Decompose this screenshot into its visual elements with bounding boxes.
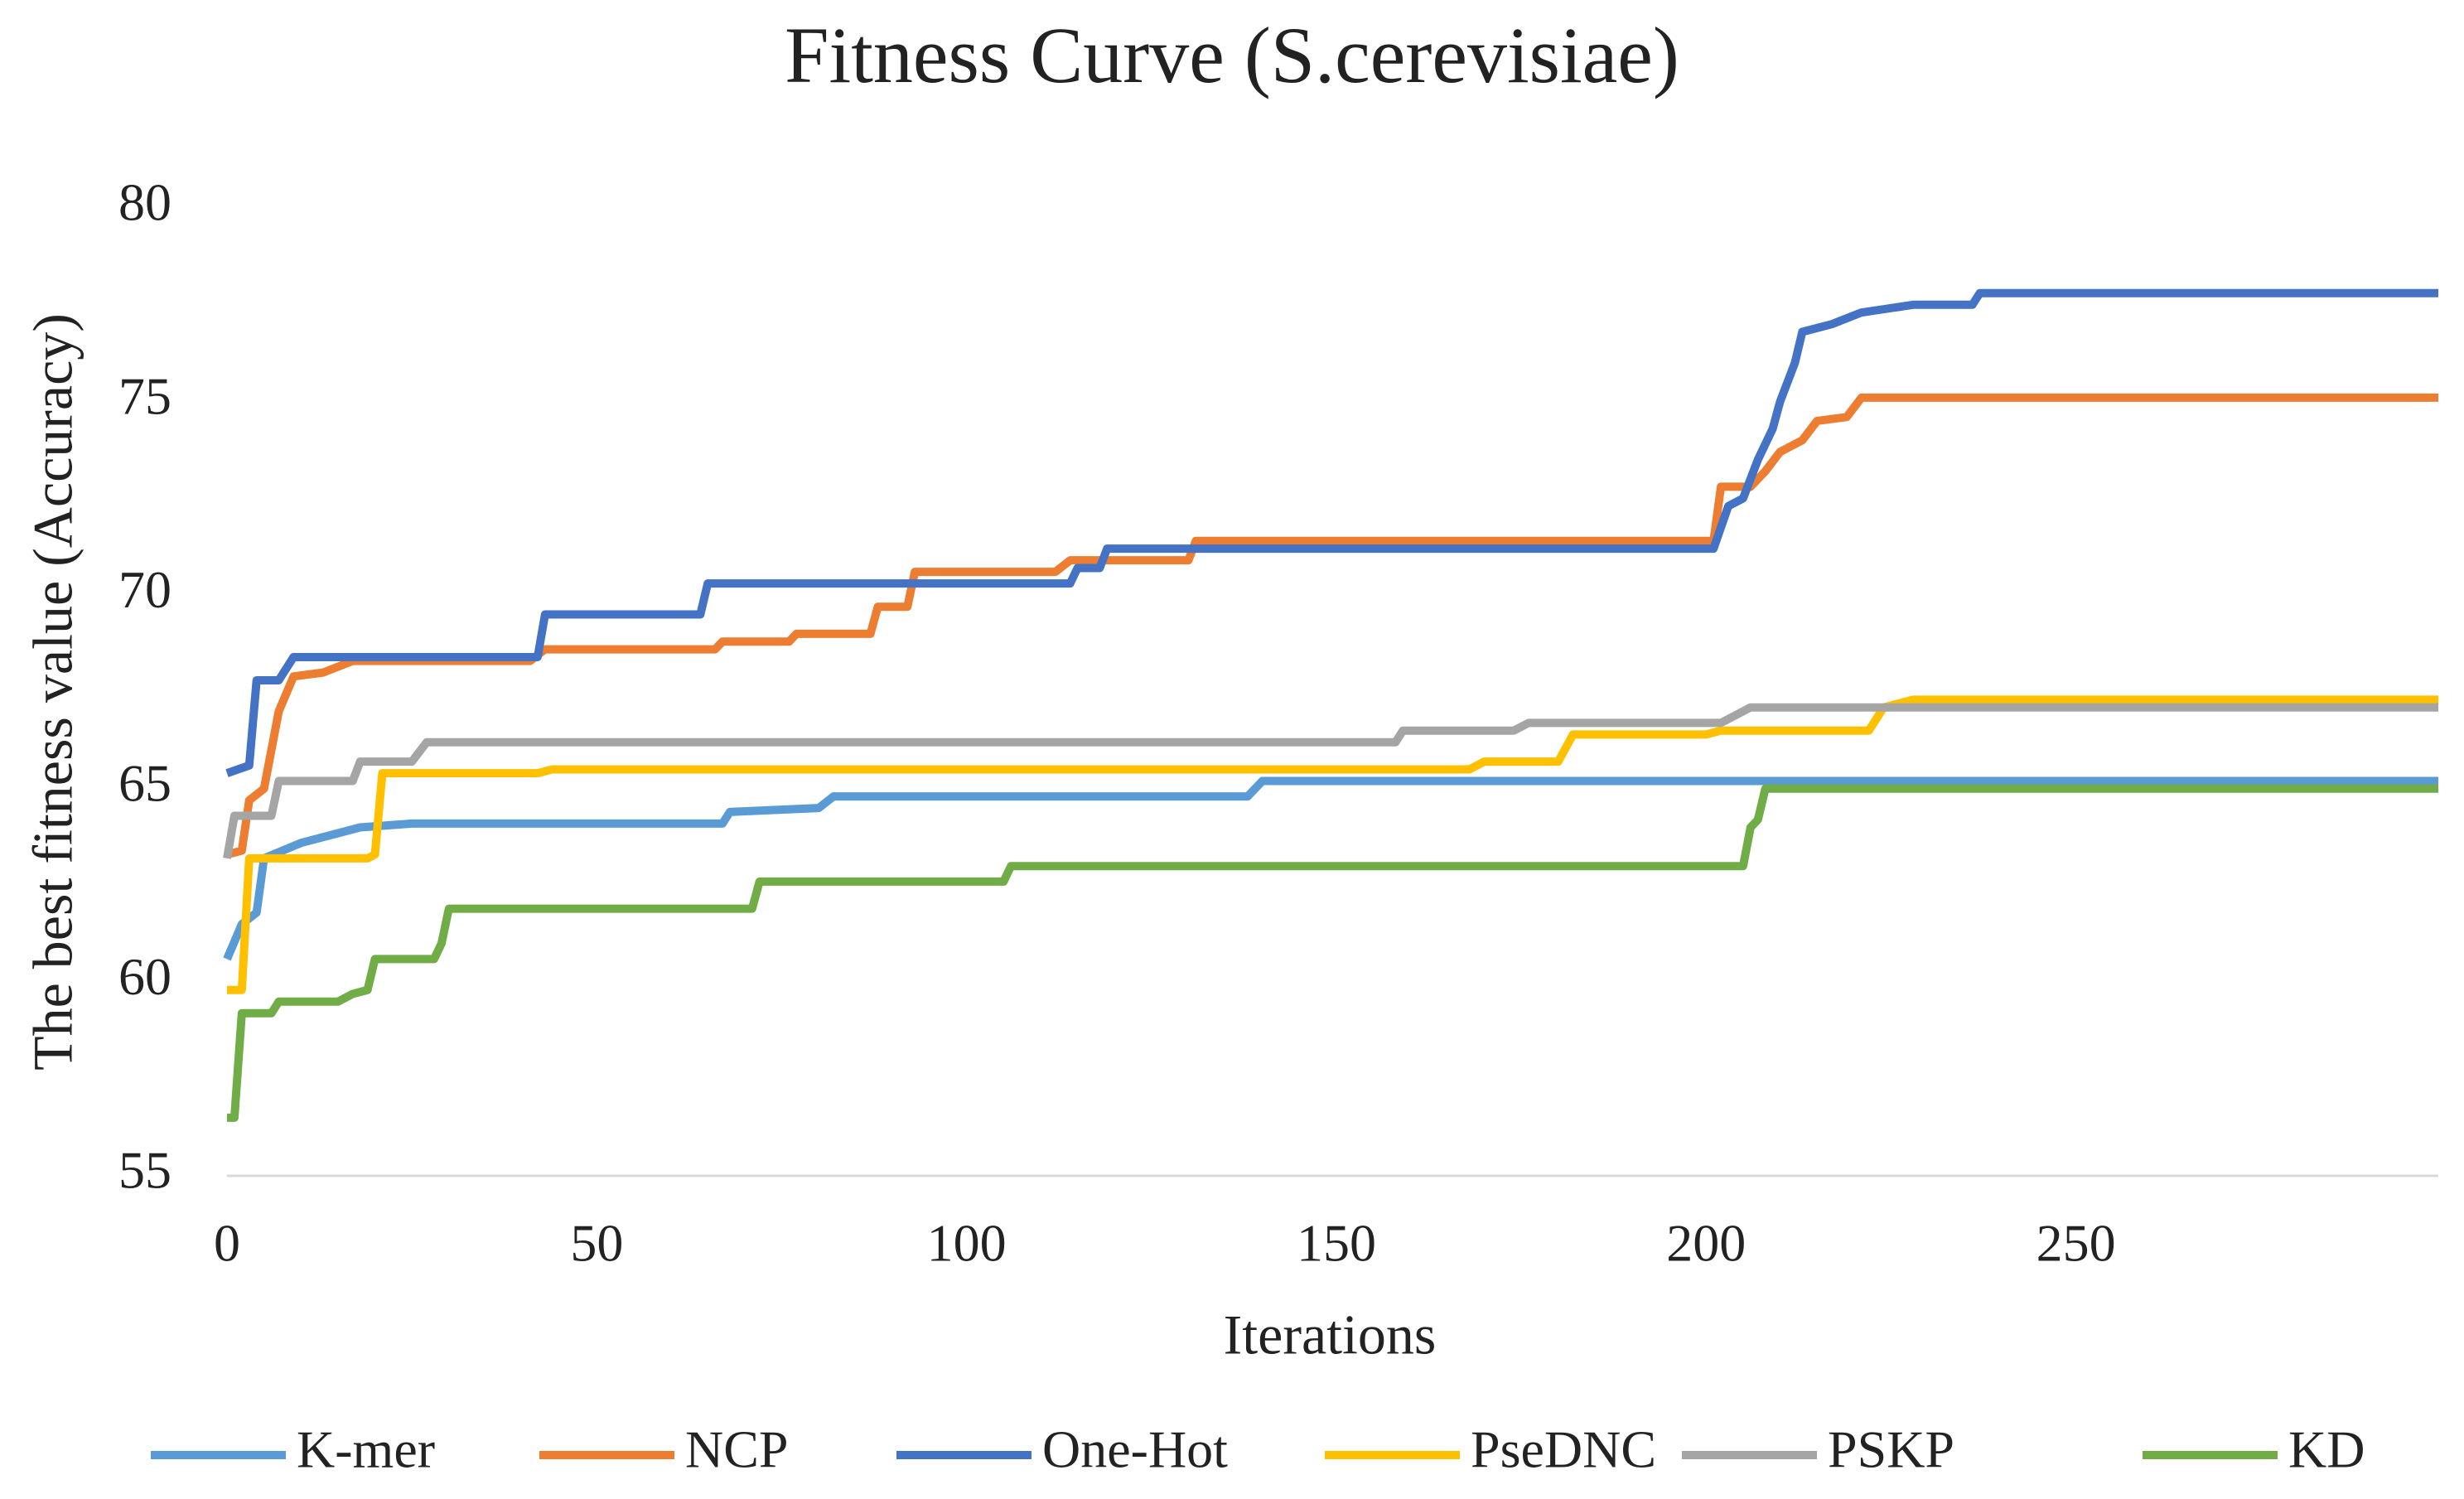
series-line bbox=[223, 703, 2438, 859]
y-tick-label: 60 bbox=[118, 947, 172, 1006]
x-axis-title: Iterations bbox=[1224, 1303, 1437, 1366]
series-line bbox=[225, 393, 2438, 859]
series-line bbox=[225, 288, 2438, 777]
legend-label: KD bbox=[2288, 1420, 2365, 1479]
series-line bbox=[227, 784, 2438, 1122]
x-tick-label: 150 bbox=[1297, 1214, 1376, 1273]
chart-title: Fitness Curve (S.cerevisiae) bbox=[785, 11, 1679, 99]
x-tick-label: 0 bbox=[214, 1214, 240, 1273]
legend-label: One-Hot bbox=[1042, 1420, 1228, 1479]
y-tick-label: 75 bbox=[118, 366, 172, 425]
legend-label: K-mer bbox=[297, 1420, 435, 1479]
y-tick-label: 70 bbox=[118, 560, 172, 619]
y-tick-label: 80 bbox=[118, 173, 172, 232]
x-tick-label: 250 bbox=[2036, 1214, 2116, 1273]
legend-label: PSKP bbox=[1828, 1420, 1954, 1479]
x-tick-label: 100 bbox=[927, 1214, 1007, 1273]
legend-label: PseDNC bbox=[1471, 1420, 1656, 1479]
x-tick-label: 50 bbox=[570, 1214, 623, 1273]
y-tick-label: 65 bbox=[118, 753, 172, 812]
y-tick-label: 55 bbox=[118, 1141, 172, 1200]
series-line bbox=[227, 695, 2438, 994]
y-axis-title: The best fitness value (Accuracy) bbox=[22, 313, 85, 1071]
x-tick-label: 200 bbox=[1666, 1214, 1746, 1273]
legend-label: NCP bbox=[685, 1420, 789, 1479]
series-line bbox=[223, 776, 2438, 961]
